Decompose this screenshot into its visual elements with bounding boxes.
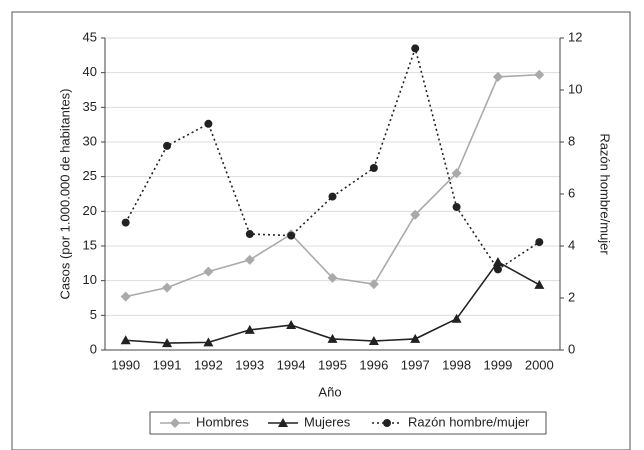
data-point [162,338,173,348]
data-point [492,256,503,266]
data-point [492,71,503,82]
data-point [493,265,502,274]
data-point [203,266,214,277]
data-point [287,231,296,240]
data-point [162,282,173,293]
x-tick-label: 1992 [194,357,223,372]
y2-tick-label: 6 [568,185,575,200]
y-tick-label: 40 [83,64,97,79]
data-point [411,44,420,53]
legend-marker [278,418,288,427]
data-point [410,209,421,220]
legend-label: Razón hombre/mujer [408,414,530,429]
data-point [203,337,214,347]
y2-tick-label: 2 [568,289,575,304]
x-tick-label: 1997 [401,357,430,372]
data-point [451,168,462,179]
x-tick-label: 1993 [235,357,264,372]
data-point [286,320,297,330]
y-tick-label: 15 [83,237,97,252]
x-tick-label: 1999 [483,357,512,372]
y-tick-label: 45 [83,29,97,44]
x-axis-label: Año [318,384,341,399]
y2-tick-label: 12 [568,29,582,44]
data-point [327,272,338,283]
data-point [410,333,421,343]
y-tick-label: 30 [83,133,97,148]
y-tick-label: 35 [83,99,97,114]
y-tick-label: 20 [83,203,97,218]
y2-tick-label: 8 [568,133,575,148]
data-point [121,218,130,227]
frame [11,11,631,450]
data-point [451,313,462,323]
y2-axis-label: Razón hombre/mujer [598,133,613,255]
y-tick-label: 0 [90,341,97,356]
legend-box [149,411,547,435]
data-point [120,291,131,302]
x-tick-label: 1998 [442,357,471,372]
data-point [244,254,255,265]
series-line [125,73,540,298]
data-point [452,203,461,211]
legend-label: Hombres [196,414,249,429]
x-tick-label: 2000 [525,357,554,372]
y-axis-label: Casos (por 1.000.000 de habitantes) [57,88,72,299]
y2-tick-label: 10 [568,81,582,96]
y-tick-label: 5 [90,307,97,322]
x-tick-label: 1994 [277,357,306,372]
data-point [244,324,255,334]
x-tick-label: 1996 [359,357,388,372]
data-point [245,230,254,239]
x-tick-label: 1995 [318,357,347,372]
data-point [328,192,337,201]
data-point [120,335,131,345]
x-tick-label: 1990 [111,357,140,372]
data-point [534,279,545,289]
data-point [369,164,378,172]
y-tick-label: 10 [83,272,97,287]
data-point [163,141,172,150]
legend-marker [383,419,391,427]
x-tick-label: 1991 [153,357,182,372]
data-point [368,279,379,290]
series-line [124,45,540,271]
y2-tick-label: 4 [568,237,575,252]
y2-tick-label: 0 [568,341,575,356]
data-point [535,238,544,247]
data-point [204,119,213,128]
data-point [534,69,545,80]
y-tick-label: 25 [83,168,97,183]
legend-label: Mujeres [304,414,351,429]
data-point [327,333,338,343]
legend-marker [170,418,180,428]
data-point [368,335,379,345]
